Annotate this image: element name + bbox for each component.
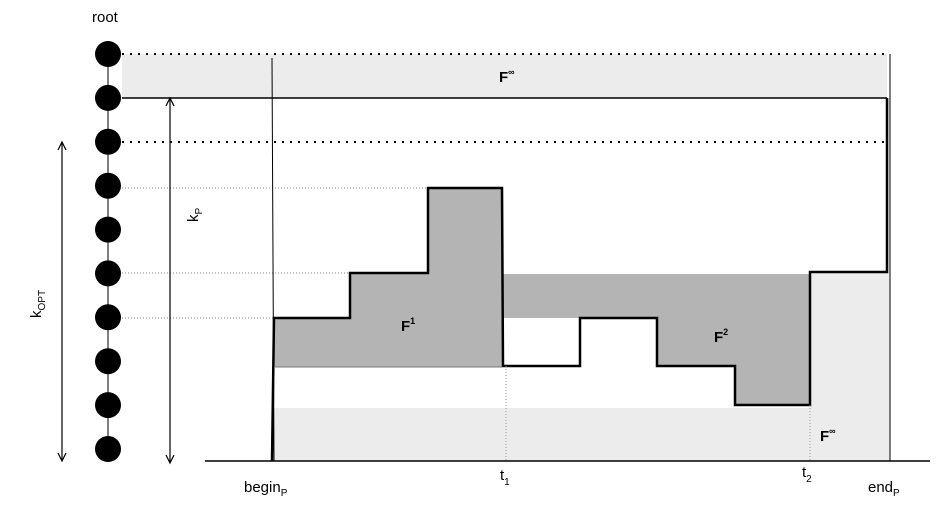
f-inf-bottom-label: F∞ [820,426,836,445]
kopt-arrow [57,140,67,463]
node-chain [95,41,121,462]
kp-label: kP [185,208,205,223]
tree-node [95,260,121,287]
tree-node [95,128,121,155]
tree-node [95,436,121,462]
f1-label: F1 [401,316,415,335]
f-region [274,188,810,405]
root-label: root [92,9,119,26]
tree-node [95,172,121,199]
right-band [810,98,890,461]
f-inf-top-label: F∞ [499,67,515,86]
root-node [95,41,121,67]
tree-node [95,304,121,331]
t1-label: t1 [500,467,510,488]
tree-node [95,348,121,375]
top-band [122,54,887,98]
tree-node [95,216,121,243]
t2-label: t2 [802,464,812,485]
end-label: endP [868,479,900,499]
kp-arrow [165,96,175,465]
begin-label: beginP [244,479,288,499]
tree-node [95,392,121,419]
begin-diagonal [271,57,275,462]
kopt-label: kOPT [28,290,48,318]
tree-node [95,84,121,111]
f2-label: F2 [714,327,728,346]
staircase-outline [270,98,889,462]
white-cutout [502,318,580,366]
bottom-band [274,408,810,461]
